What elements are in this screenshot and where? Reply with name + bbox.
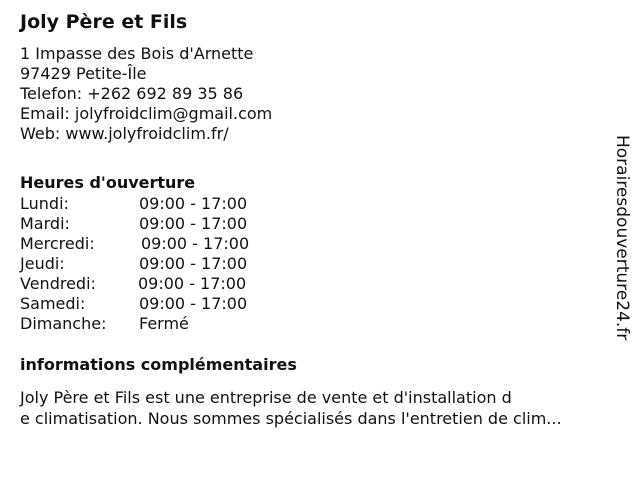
hours-heading: Heures d'ouverture [20,173,196,192]
time: 09:00 - 17:00 [138,274,247,293]
hours-row: Vendredi: 09:00 - 17:00 [20,274,249,294]
day: Dimanche: [20,314,107,333]
info-heading: informations complémentaires [20,355,297,374]
time: 09:00 - 17:00 [139,294,248,313]
business-name: Joly Père et Fils [20,11,188,33]
description-line: e climatisation. Nous sommes spécialisés… [20,409,562,428]
day: Samedi: [20,294,86,313]
email: Email: jolyfroidclim@gmail.com [20,104,273,123]
address-line2: 97429 Petite-Île [20,64,147,83]
hours-row: Jeudi: 09:00 - 17:00 [20,254,249,274]
business-card: Joly Père et Fils 1 Impasse des Bois d'A… [20,10,610,428]
watermark-link[interactable]: Horairesdouverture24.fr [612,135,632,341]
day: Lundi: [20,194,69,213]
hours-table: Lundi: 09:00 - 17:00 Mardi: 09:00 - 17:00 … [20,194,249,334]
time: 09:00 - 17:00 [141,234,250,253]
description: Joly Père et Fils est une entreprise de … [20,387,610,429]
hours-row: Mardi: 09:00 - 17:00 [20,214,249,234]
time: 09:00 - 17:00 [139,214,248,233]
day: Jeudi: [20,254,65,273]
time: Fermé [139,314,189,333]
address-line1: 1 Impasse des Bois d'Arnette [20,44,254,63]
contact-info: 1 Impasse des Bois d'Arnette 97429 Petit… [20,44,610,144]
description-line: Joly Père et Fils est une entreprise de … [20,388,512,407]
day: Mercredi: [20,234,95,253]
hours-row: Lundi: 09:00 - 17:00 [20,194,249,214]
hours-row: Mercredi: 09:00 - 17:00 [20,234,249,254]
time: 09:00 - 17:00 [139,254,248,273]
hours-row: Samedi: 09:00 - 17:00 [20,294,249,314]
website: Web: www.jolyfroidclim.fr/ [20,124,229,143]
hours-row: Dimanche: Fermé [20,314,249,334]
day: Vendredi: [20,274,96,293]
phone: Telefon: +262 692 89 35 86 [20,84,244,103]
time: 09:00 - 17:00 [139,194,248,213]
day: Mardi: [20,214,70,233]
